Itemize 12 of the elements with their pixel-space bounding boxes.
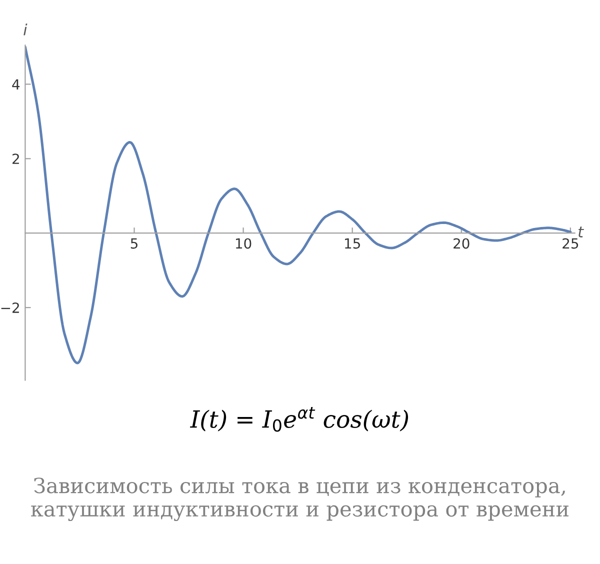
text: I(t) = I$_{0}$e$^{αt}$ cos(ωt) bbox=[190, 407, 408, 432]
x-tick-label: 20 bbox=[454, 238, 470, 249]
y-tick-label: 4 bbox=[12, 79, 20, 90]
x-tick-label: 10 bbox=[236, 238, 252, 249]
y-tick-label: −2 bbox=[1, 302, 19, 313]
text: Зависимость силы тока в цепи из конденсатора, катушки индуктивности и резистора от времени bbox=[31, 478, 568, 522]
x-axis-title: t bbox=[578, 226, 584, 238]
y-axis-title: i bbox=[24, 24, 28, 36]
x-tick-label: 5 bbox=[130, 238, 138, 249]
x-tick-label: 15 bbox=[345, 238, 360, 249]
x-tick-label: 25 bbox=[562, 238, 578, 249]
y-tick-label: 2 bbox=[12, 154, 19, 164]
